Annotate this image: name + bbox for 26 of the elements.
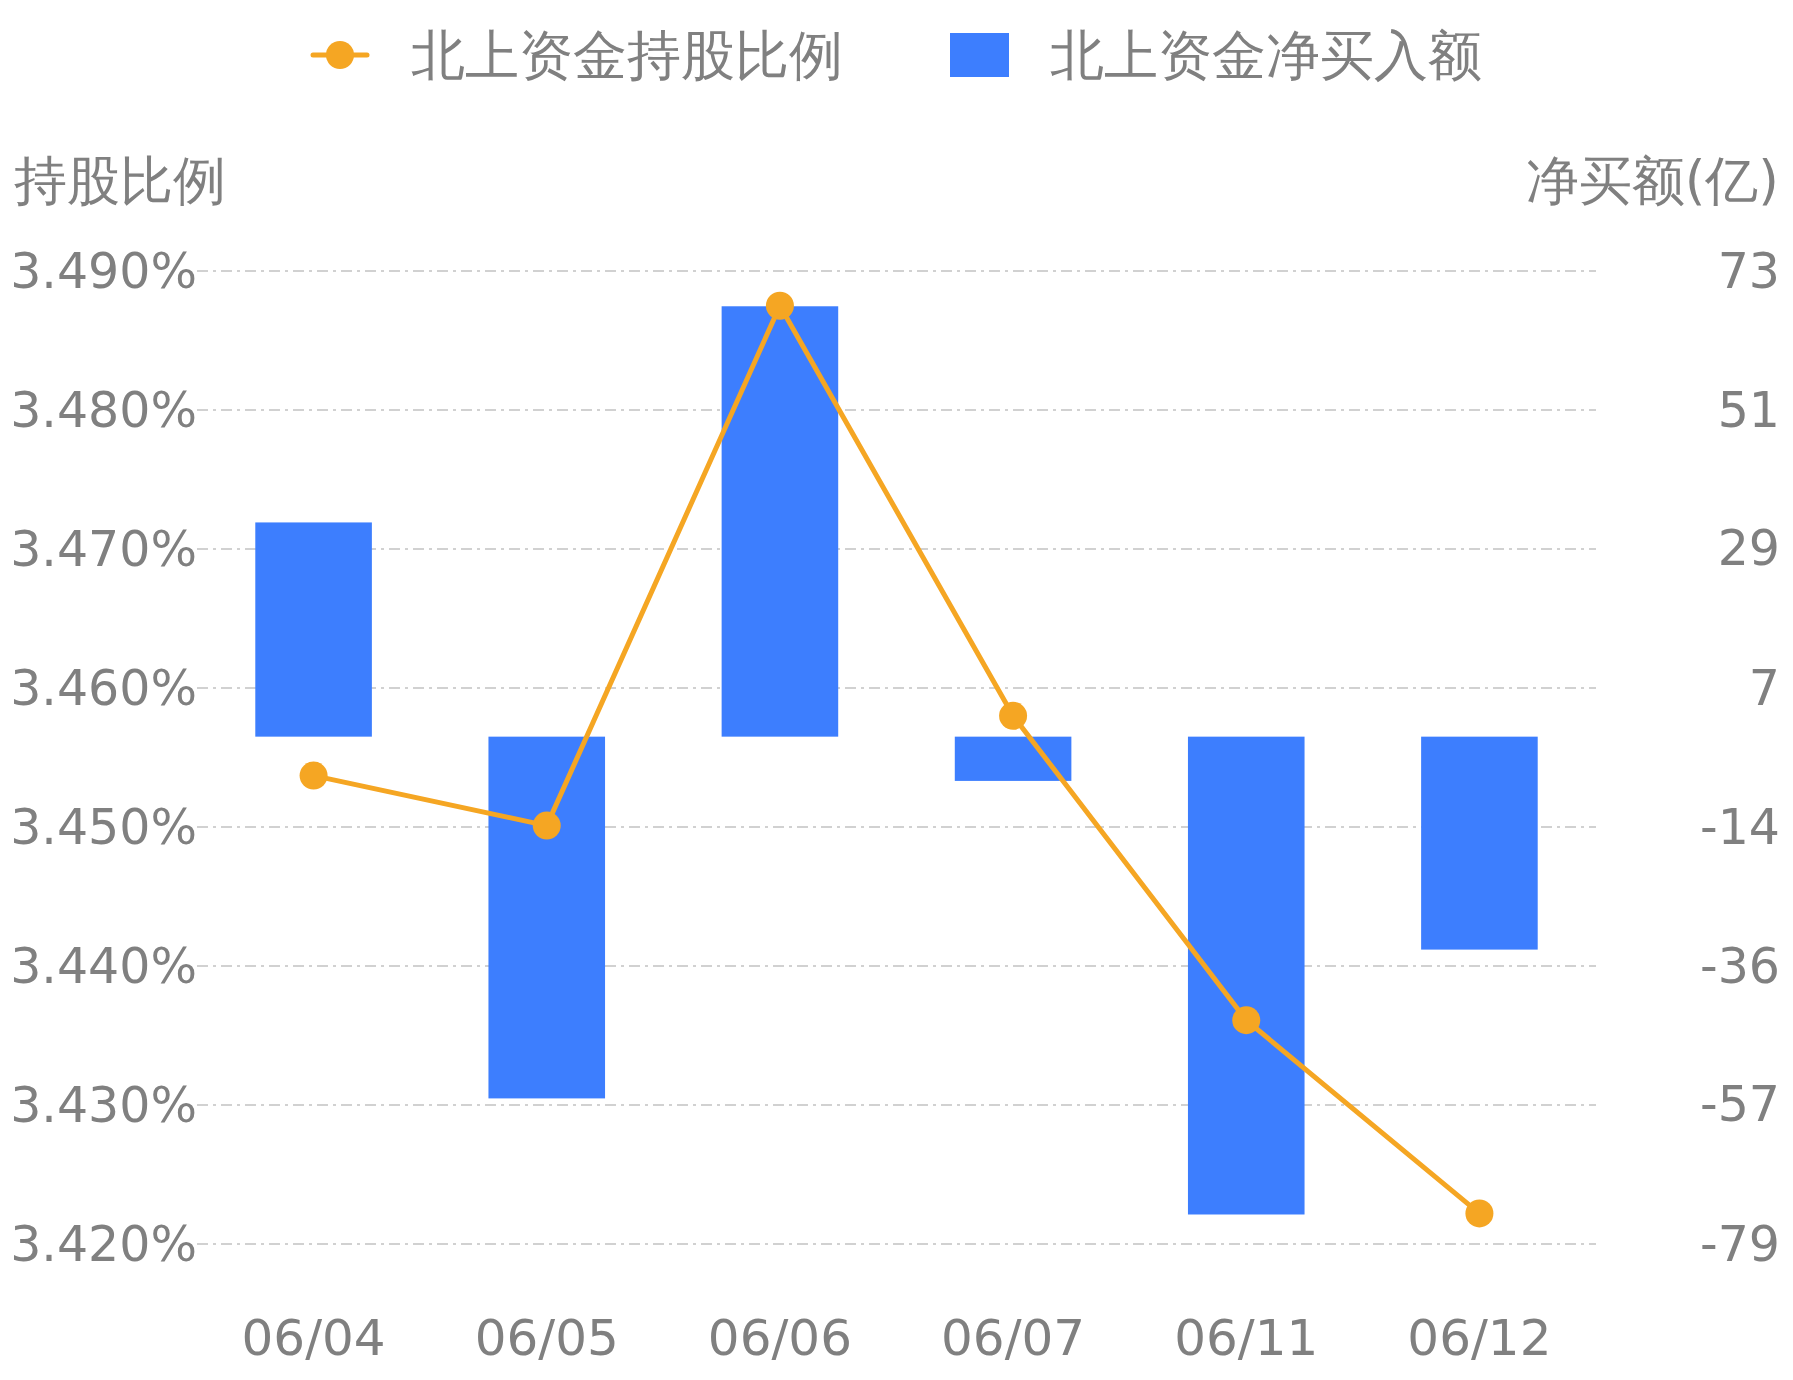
x-tick: 06/06 <box>707 1309 852 1367</box>
y2-tick: 7 <box>1748 660 1780 718</box>
x-tick: 06/07 <box>941 1309 1086 1367</box>
y2label: 净买额(亿) <box>1525 149 1779 211</box>
y-tick: 3.430% <box>10 1076 197 1134</box>
legend-label: 北上资金净买入额 <box>1050 23 1482 87</box>
x-tick: 06/12 <box>1407 1309 1552 1367</box>
y-tick: 3.480% <box>10 381 197 439</box>
y2-tick: 73 <box>1717 242 1780 300</box>
y2-tick: -36 <box>1699 937 1780 995</box>
x-tick: 06/05 <box>474 1309 619 1367</box>
ylabel: 持股比例 <box>14 149 226 211</box>
y2-tick: 29 <box>1717 520 1780 578</box>
y2-tick: -79 <box>1699 1215 1780 1273</box>
y-tick: 3.440% <box>10 937 197 995</box>
y2-tick: -57 <box>1699 1076 1780 1134</box>
y-tick: 3.470% <box>10 520 197 578</box>
y-tick: 3.490% <box>10 242 197 300</box>
y-tick: 3.460% <box>10 659 197 717</box>
y-tick: 3.420% <box>10 1215 197 1273</box>
legend-label: 北上资金持股比例 <box>411 23 843 87</box>
x-tick: 06/04 <box>241 1309 386 1367</box>
y2-tick: 51 <box>1717 381 1780 439</box>
y2-tick: -14 <box>1699 798 1780 856</box>
x-tick: 06/11 <box>1174 1309 1319 1367</box>
y-tick: 3.450% <box>10 798 197 856</box>
